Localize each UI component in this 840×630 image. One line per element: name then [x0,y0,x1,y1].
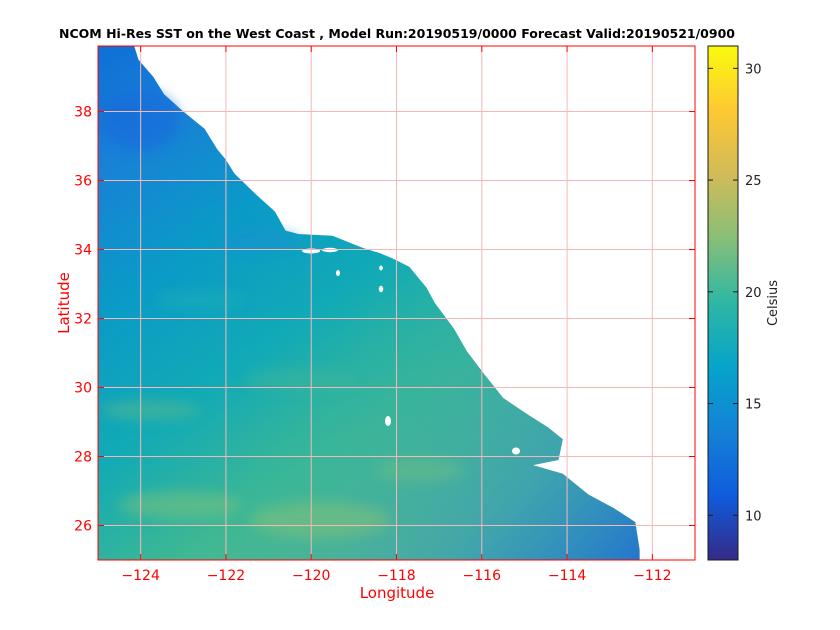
x-tick-label: −122 [207,568,245,584]
y-tick-label: 34 [74,243,92,259]
x-tick-label: −114 [548,568,587,584]
colorbar: 10 15 20 25 30 Celsius [707,45,781,561]
island-gaps [302,247,520,455]
colorbar-ticks: 10 15 20 25 30 [708,62,762,524]
colorbar-tick-label: 30 [745,62,762,77]
x-tick-label: −124 [121,568,160,584]
x-tick-label: −116 [463,568,502,584]
colorbar-scale [707,45,739,561]
y-axis-label: Latitude [55,272,73,334]
colorbar-tick-label: 10 [745,509,762,524]
y-tick-label: 36 [74,174,92,190]
island [379,265,383,271]
y-tick-label: 28 [74,450,92,466]
y-axis-ticks: 26 28 30 32 34 36 38 [74,105,695,535]
coastal-upwelling-band [98,46,640,560]
y-tick-label: 32 [74,312,92,328]
map-grid [98,46,695,560]
island [385,416,391,426]
eddy-texture [100,90,465,538]
y-tick-label: 38 [74,105,92,121]
island [378,285,384,293]
island [336,270,340,276]
colorbar-tick-label: 20 [745,286,762,301]
map-plot-area: −124 −122 −120 −118 −116 −114 −112 26 28 30 32 34 3… [55,45,696,602]
colorbar-tick-label: 25 [745,174,762,189]
x-axis-label: Longitude [360,584,435,602]
island [512,447,520,455]
x-tick-label: −118 [377,568,415,584]
x-tick-label: −120 [292,568,330,584]
x-tick-label: −112 [633,568,671,584]
colorbar-tick-label: 15 [745,398,762,413]
y-tick-label: 30 [74,381,92,397]
colorbar-label: Celsius [766,280,781,326]
x-axis-ticks: −124 −122 −120 −118 −116 −114 −112 [121,46,672,584]
map-title: NCOM Hi-Res SST on the West Coast , Mode… [59,26,735,41]
y-tick-label: 26 [74,519,92,535]
